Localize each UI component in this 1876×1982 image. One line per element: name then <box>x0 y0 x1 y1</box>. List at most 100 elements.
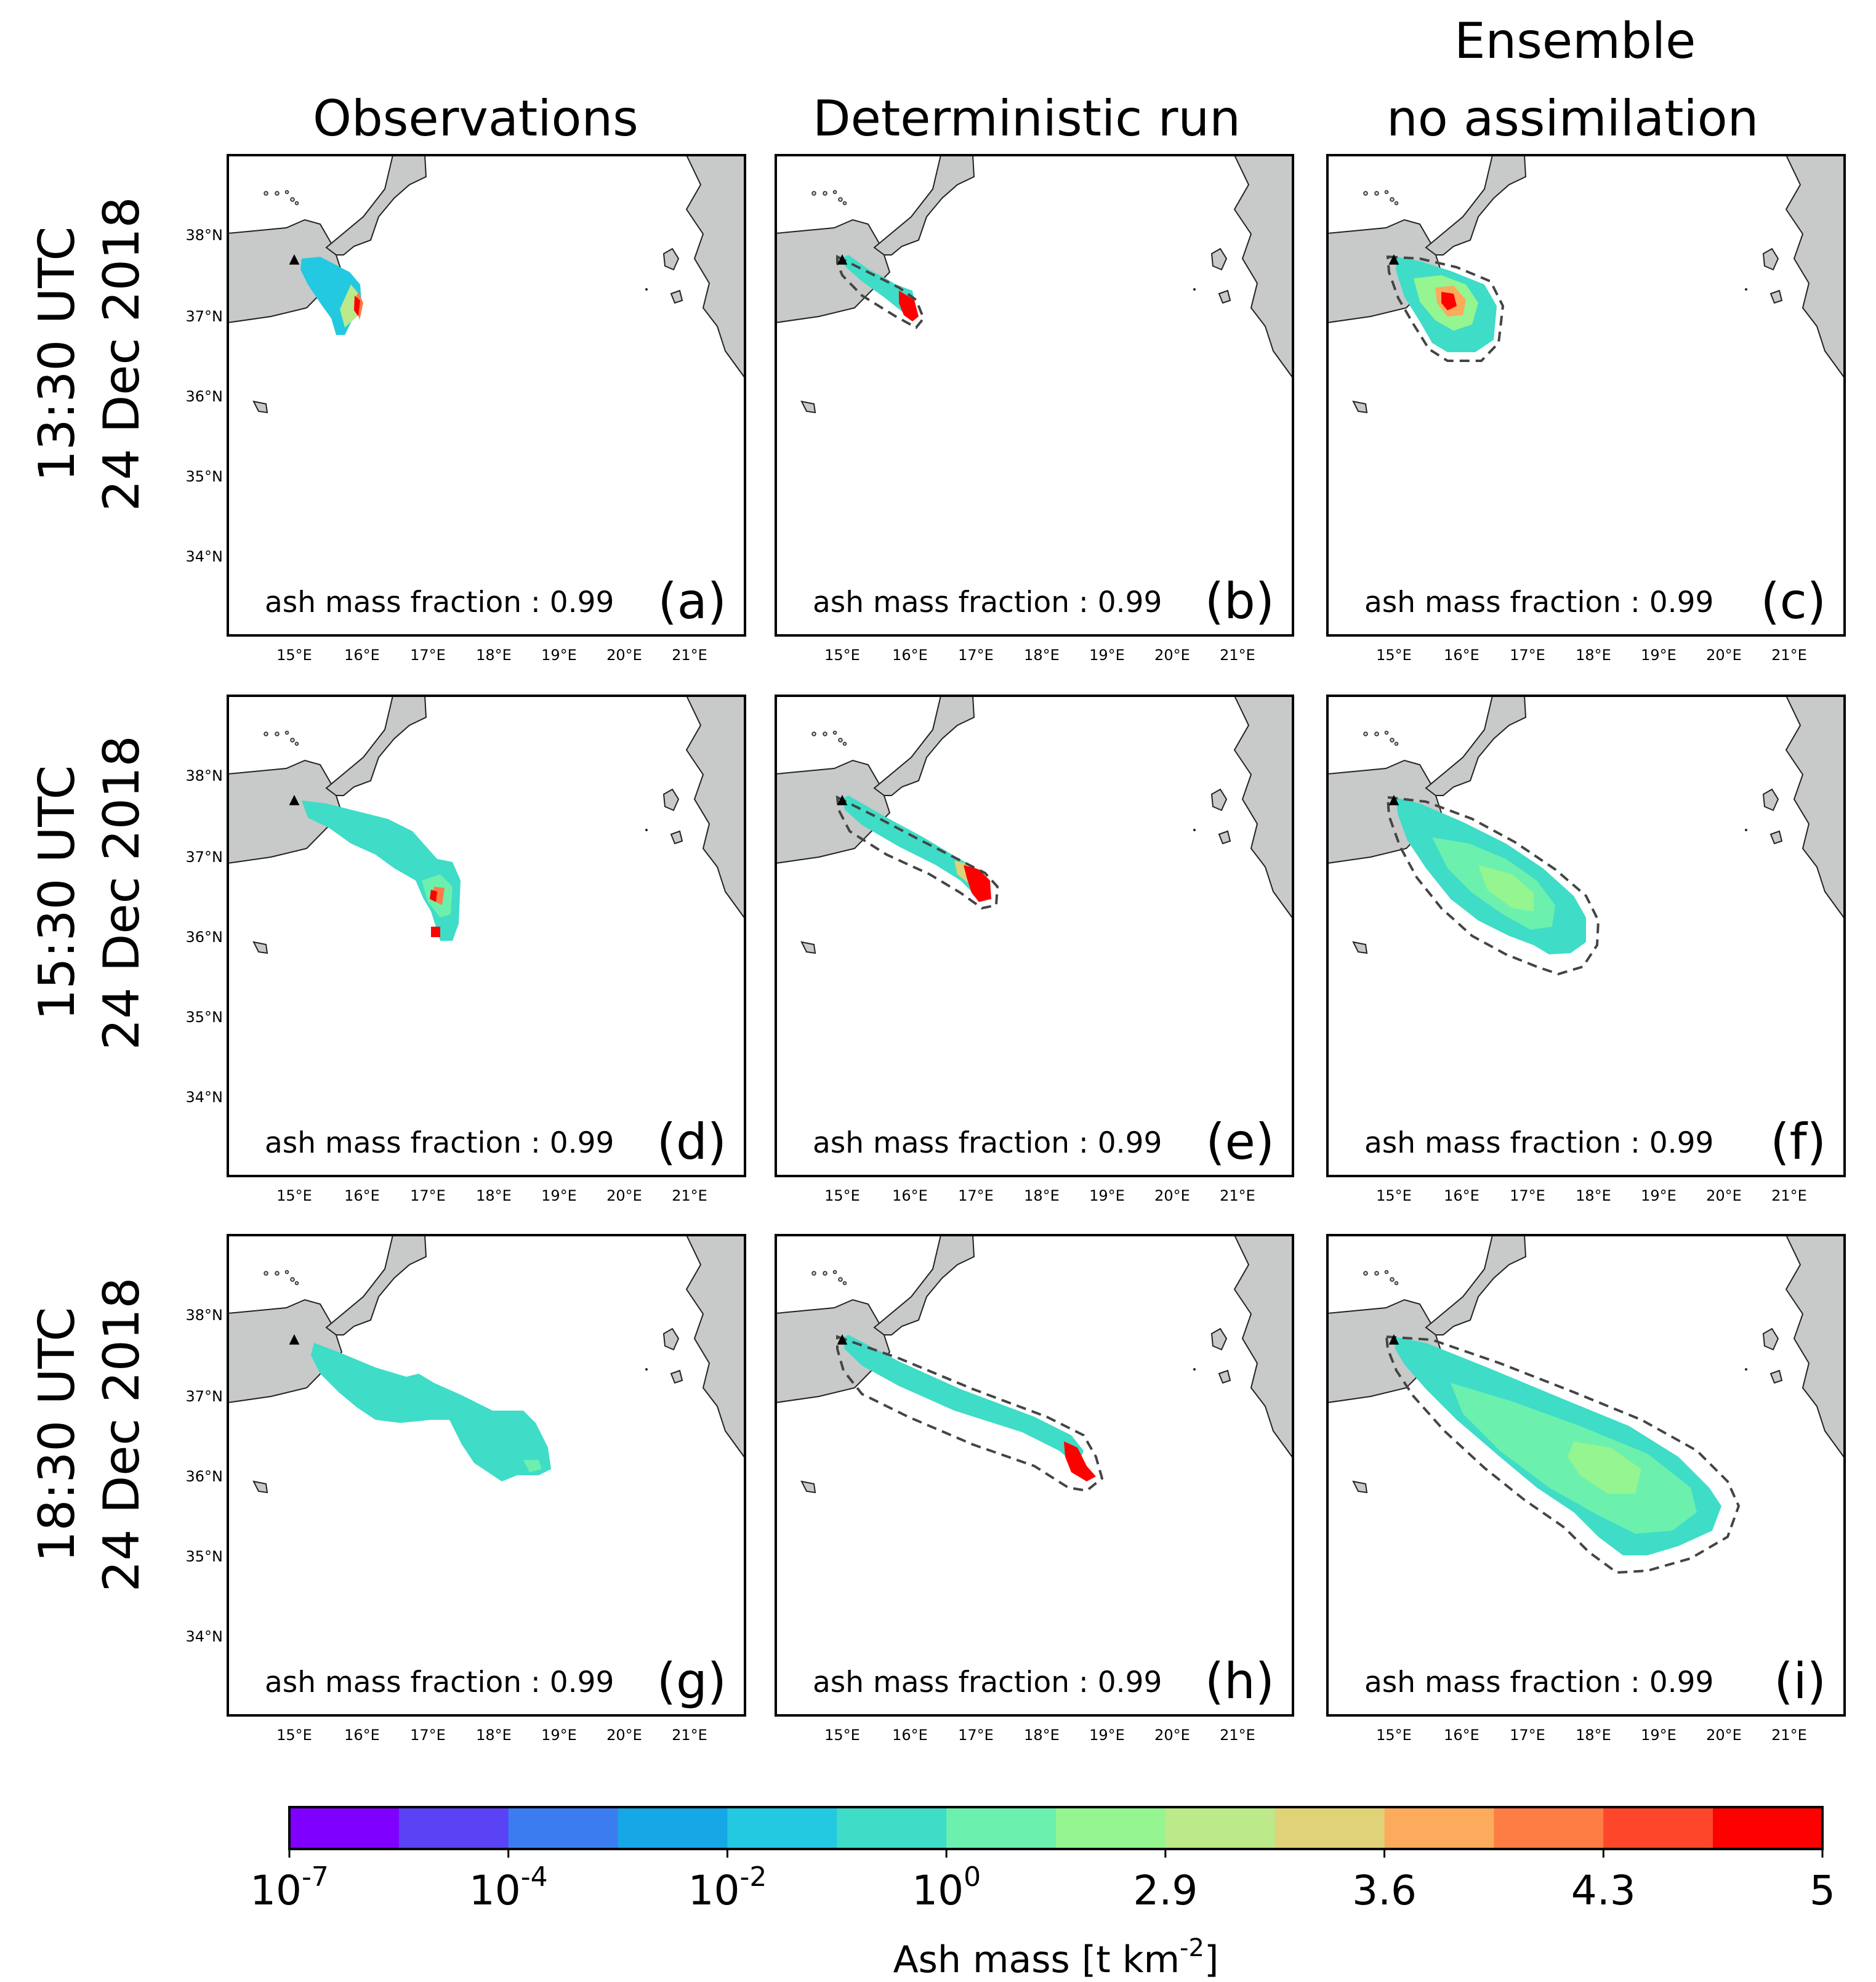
ash-mass-fraction-label: ash mass fraction : 0.99 <box>1364 1126 1713 1160</box>
map-frame <box>775 154 1294 637</box>
ash-plume-layer-3 <box>1441 292 1457 310</box>
map-panel-i: ▲ ash mass fraction : 0.99 (i) 15°E 16°E 17°E… <box>1326 1234 1846 1744</box>
ash-mass-fraction-contour <box>1386 796 1600 976</box>
longitude-tick-label: 20°E <box>606 1187 642 1204</box>
ash-plume-layer-0 <box>302 800 461 941</box>
colorbar-tick-label: 5 <box>1810 1867 1835 1914</box>
ash-mass-fraction-contour <box>1385 1335 1741 1574</box>
panel-letter: (d) <box>657 1113 727 1170</box>
ash-mass-fraction-contour <box>836 1335 1104 1493</box>
ash-mass-fraction-contour <box>835 795 999 910</box>
colorbar-frame <box>288 1806 1824 1850</box>
longitude-tick-label: 20°E <box>1154 1187 1190 1204</box>
longitude-tick-label: 17°E <box>958 1726 994 1744</box>
column-title-no-assimilation: no assimilation <box>1387 90 1759 147</box>
longitude-tick-label: 17°E <box>958 647 994 664</box>
ash-mass-fraction-label: ash mass fraction : 0.99 <box>813 1126 1162 1160</box>
longitude-tick-label: 17°E <box>1510 1187 1545 1204</box>
ash-plume-layer-0 <box>842 796 991 899</box>
longitude-tick-label: 18°E <box>1024 1187 1060 1204</box>
latitude-tick-label: 35°N <box>186 468 223 485</box>
volcano-vent-marker: ▲ <box>837 251 848 267</box>
colorbar-segment <box>1056 1807 1166 1849</box>
longitude-tick-label: 20°E <box>1154 1726 1190 1744</box>
longitude-tick-label: 17°E <box>410 1726 446 1744</box>
colorbar-tick-label: 2.9 <box>1133 1867 1198 1914</box>
ash-mass-fraction-contour <box>1386 255 1505 362</box>
longitude-tick-label: 16°E <box>892 647 928 664</box>
ash-plume-layer-1 <box>340 284 360 328</box>
longitude-tick-label: 15°E <box>276 647 312 664</box>
longitude-tick-label: 19°E <box>1089 1726 1125 1744</box>
row-date-label: 24 Dec 2018 <box>93 735 150 1050</box>
longitude-tick-label: 20°E <box>1706 1187 1742 1204</box>
longitude-tick-label: 15°E <box>1376 1187 1412 1204</box>
map-frame <box>227 1234 746 1717</box>
ash-mass-fraction-contour <box>836 254 925 329</box>
colorbar-segment <box>1384 1807 1494 1849</box>
row-title-2: 18:30 UTC 24 Dec 2018 <box>28 1277 150 1592</box>
panel-letter: (b) <box>1205 573 1274 630</box>
longitude-tick-label: 21°E <box>1220 1187 1255 1204</box>
latitude-tick-label: 37°N <box>186 1388 223 1405</box>
longitude-tick-label: 16°E <box>344 1726 380 1744</box>
panel-letter: (e) <box>1206 1113 1274 1170</box>
latitude-tick-label: 37°N <box>186 848 223 866</box>
ash-plume-layer-0 <box>842 255 916 314</box>
ash-plume-layer-2 <box>1478 865 1534 911</box>
longitude-tick-label: 21°E <box>672 1187 707 1204</box>
colorbar-segment <box>618 1807 728 1849</box>
volcano-vent-marker: ▲ <box>289 792 300 807</box>
ash-mass-fraction-label: ash mass fraction : 0.99 <box>813 586 1162 619</box>
colorbar-title: Ash mass [t km-2] <box>893 1934 1219 1981</box>
row-time-label: 18:30 UTC <box>28 1307 86 1563</box>
volcano-vent-marker: ▲ <box>1389 251 1399 267</box>
map-panel-c: ▲ ash mass fraction : 0.99 (c) 15°E 16°E 17°E… <box>1326 154 1846 664</box>
longitude-tick-label: 20°E <box>606 1726 642 1744</box>
latitude-tick-label: 36°N <box>186 388 223 405</box>
longitude-tick-label: 18°E <box>1024 647 1060 664</box>
map-frame <box>1326 695 1846 1177</box>
ash-plume-layer-1 <box>523 1460 542 1472</box>
row-time-label: 15:30 UTC <box>28 765 86 1021</box>
longitude-tick-label: 21°E <box>1771 647 1807 664</box>
colorbar-segment <box>1603 1807 1713 1849</box>
longitude-tick-label: 18°E <box>1024 1726 1060 1744</box>
longitude-tick-label: 18°E <box>476 1187 512 1204</box>
colorbar-segment <box>1274 1807 1385 1849</box>
longitude-tick-label: 19°E <box>1641 1726 1677 1744</box>
colorbar-tick-label: 10-4 <box>469 1861 548 1914</box>
colorbar-tick-label: 10-2 <box>688 1861 767 1914</box>
longitude-tick-label: 19°E <box>1089 1187 1125 1204</box>
colorbar-tick-label: 100 <box>912 1861 981 1914</box>
latitude-tick-label: 38°N <box>186 227 223 244</box>
latitude-tick-label: 36°N <box>186 1468 223 1485</box>
panel-letter: (f) <box>1770 1113 1826 1170</box>
longitude-tick-label: 16°E <box>892 1726 928 1744</box>
volcano-vent-marker: ▲ <box>837 792 848 807</box>
longitude-tick-label: 16°E <box>344 1187 380 1204</box>
longitude-tick-label: 19°E <box>541 1187 577 1204</box>
colorbar-segment <box>1713 1807 1823 1849</box>
longitude-tick-label: 16°E <box>1444 1187 1479 1204</box>
colorbar-tick-label: 10-7 <box>250 1861 329 1914</box>
latitude-tick-label: 37°N <box>186 308 223 325</box>
ash-plume-layer-4 <box>431 927 440 937</box>
longitude-tick-label: 19°E <box>1089 647 1125 664</box>
longitude-tick-label: 15°E <box>824 1726 860 1744</box>
map-panel-a: ▲ ash mass fraction : 0.99 (a) 15°E 16°E 17°E… <box>186 154 746 664</box>
colorbar-layer: 10-7 10-4 10-2 100 2.9 3.6 4.3 5 Ash mass [t km-… <box>250 1806 1835 1981</box>
longitude-tick-label: 15°E <box>824 1187 860 1204</box>
map-frame <box>1326 1234 1846 1717</box>
colorbar-segment <box>1165 1807 1276 1849</box>
row-title-1: 15:30 UTC 24 Dec 2018 <box>28 735 150 1050</box>
volcano-vent-marker: ▲ <box>1389 1331 1399 1347</box>
ash-mass-fraction-label: ash mass fraction : 0.99 <box>265 1666 614 1699</box>
longitude-tick-label: 18°E <box>1576 647 1611 664</box>
ash-plume-layer-1 <box>1064 1441 1096 1481</box>
latitude-tick-label: 35°N <box>186 1548 223 1565</box>
longitude-tick-label: 17°E <box>1510 647 1545 664</box>
longitude-tick-label: 15°E <box>1376 1726 1412 1744</box>
longitude-tick-label: 17°E <box>410 647 446 664</box>
panel-letter: (a) <box>658 573 727 630</box>
